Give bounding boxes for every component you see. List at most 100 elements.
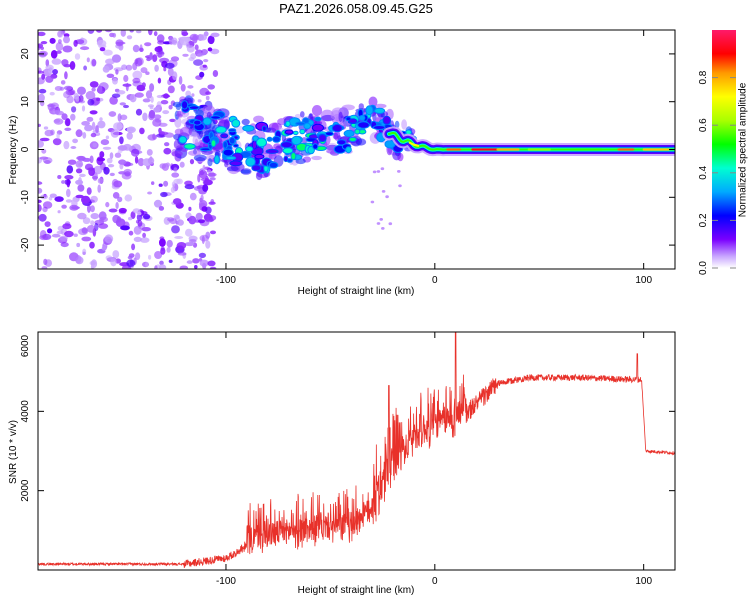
noise-speckle bbox=[80, 46, 90, 51]
noise-speckle bbox=[113, 122, 123, 131]
noise-speckle bbox=[47, 228, 53, 234]
noise-speckle bbox=[163, 147, 172, 155]
noise-speckle bbox=[41, 266, 48, 269]
noise-speckle bbox=[45, 75, 54, 83]
noise-speckle bbox=[75, 96, 80, 102]
snr-x-axis-label: Height of straight line (km) bbox=[298, 585, 415, 596]
noise-speckle bbox=[147, 191, 153, 195]
noise-speckle bbox=[208, 215, 217, 221]
noise-speckle bbox=[168, 104, 173, 110]
spectral-blob bbox=[282, 147, 294, 155]
noise-speckle bbox=[136, 213, 142, 222]
spectral-blob bbox=[222, 140, 229, 149]
noise-speckle bbox=[102, 146, 112, 150]
noise-speckle bbox=[63, 35, 70, 44]
noise-speckle bbox=[64, 127, 72, 131]
noise-speckle bbox=[207, 172, 217, 177]
noise-speckle bbox=[198, 252, 206, 259]
noise-speckle bbox=[202, 164, 206, 172]
noise-speckle bbox=[135, 252, 141, 260]
noise-speckle bbox=[96, 39, 107, 47]
noise-speckle bbox=[169, 118, 176, 123]
noise-speckle bbox=[147, 157, 155, 165]
noise-speckle bbox=[59, 235, 68, 241]
y-tick-label: 2000 bbox=[20, 479, 31, 502]
spectral-blob bbox=[280, 141, 294, 149]
noise-speckle bbox=[147, 134, 157, 141]
noise-speckle bbox=[38, 181, 43, 185]
spectral-halo bbox=[202, 105, 215, 115]
noise-speckle bbox=[202, 184, 209, 192]
noise-speckle bbox=[44, 160, 51, 164]
colorbar-tick-label: 0.2 bbox=[698, 213, 709, 227]
noise-speckle bbox=[165, 162, 170, 168]
noise-speckle bbox=[207, 260, 216, 267]
noise-speckle bbox=[157, 77, 162, 84]
snr-plot-area bbox=[38, 332, 675, 568]
spectral-blob bbox=[220, 133, 229, 139]
noise-speckle bbox=[56, 50, 62, 54]
noise-speckle bbox=[100, 139, 110, 146]
noise-speckle bbox=[187, 85, 194, 89]
noise-speckle bbox=[99, 47, 106, 52]
noise-speckle bbox=[139, 47, 144, 52]
noise-speckle bbox=[123, 104, 129, 109]
noise-speckle bbox=[52, 138, 62, 146]
noise-speckle bbox=[106, 157, 113, 164]
noise-speckle bbox=[188, 215, 197, 225]
x-tick-label: 0 bbox=[432, 275, 438, 286]
spectral-halo bbox=[171, 150, 183, 157]
noise-speckle bbox=[92, 142, 98, 148]
noise-speckle bbox=[171, 37, 178, 46]
snr-series-line bbox=[38, 332, 675, 568]
noise-speckle bbox=[111, 93, 121, 98]
spectral-blob bbox=[266, 136, 273, 142]
noise-speckle bbox=[131, 243, 136, 251]
x-tick-label: 100 bbox=[635, 275, 652, 286]
spectral-blob bbox=[202, 117, 212, 126]
noise-speckle bbox=[136, 84, 146, 92]
spectral-halo bbox=[255, 172, 263, 181]
noise-speckle bbox=[165, 62, 175, 69]
noise-speckle bbox=[89, 241, 95, 249]
noise-speckle bbox=[42, 201, 53, 209]
noise-speckle bbox=[97, 85, 103, 94]
noise-speckle bbox=[128, 253, 135, 258]
noise-speckle bbox=[145, 90, 153, 99]
spectral-halo bbox=[358, 103, 364, 110]
noise-speckle bbox=[130, 211, 136, 220]
noise-speckle bbox=[105, 255, 113, 261]
spectral-blob bbox=[324, 131, 334, 137]
noise-speckle bbox=[70, 113, 76, 121]
figure-title: PAZ1.2026.058.09.45.G25 bbox=[279, 1, 433, 16]
spectral-halo bbox=[311, 105, 323, 116]
noise-speckle bbox=[137, 211, 142, 216]
noise-speckle bbox=[158, 206, 165, 211]
spectral-blob bbox=[331, 123, 343, 133]
noise-speckle bbox=[45, 64, 54, 71]
noise-speckle bbox=[102, 65, 110, 73]
spectral-blob bbox=[358, 115, 366, 121]
spectral-blob bbox=[251, 164, 262, 172]
spectrogram-blobs bbox=[38, 30, 417, 269]
spectral-blob bbox=[245, 157, 256, 167]
spectral-blob bbox=[181, 100, 189, 110]
noise-speckle bbox=[82, 251, 86, 255]
spectral-blob bbox=[382, 115, 391, 125]
spectral-halo bbox=[174, 116, 182, 128]
noise-speckle bbox=[92, 176, 98, 180]
snr-ticks: -100 0 100 2000 4000 6000 bbox=[20, 331, 675, 587]
noise-speckle bbox=[124, 194, 133, 202]
spectral-blob bbox=[178, 135, 188, 144]
spectral-halo bbox=[207, 158, 213, 167]
noise-speckle bbox=[82, 217, 91, 225]
noise-speckle bbox=[162, 110, 170, 115]
noise-speckle bbox=[38, 88, 47, 94]
noise-speckle bbox=[129, 30, 134, 33]
noise-speckle bbox=[126, 132, 133, 140]
spectral-halo bbox=[333, 129, 341, 141]
noise-speckle bbox=[84, 163, 94, 171]
noise-speckle bbox=[209, 266, 217, 269]
noise-speckle bbox=[83, 65, 87, 71]
noise-speckle bbox=[154, 64, 159, 72]
